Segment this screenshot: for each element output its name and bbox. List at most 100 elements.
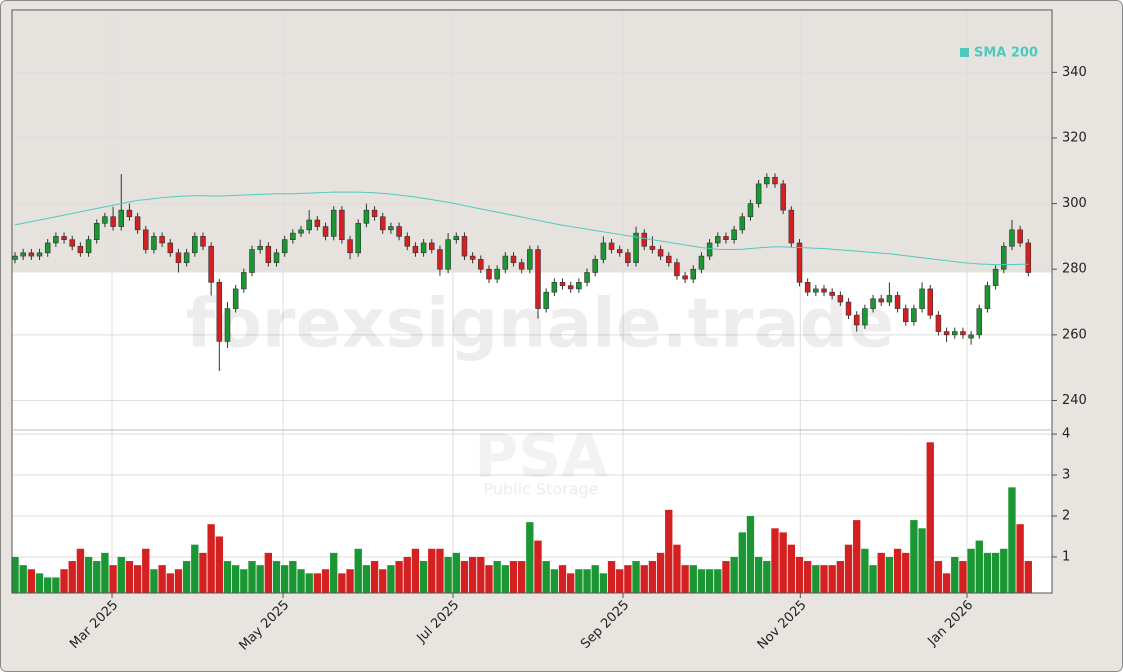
candle-body (232, 288, 239, 309)
volume-bar (68, 561, 76, 593)
volume-bar (607, 561, 616, 593)
candle-body (600, 242, 607, 260)
volume-bar (509, 561, 518, 593)
volume-bar (354, 548, 362, 593)
candle-body (330, 209, 337, 237)
candle-body (437, 249, 443, 270)
volume-bar (1000, 548, 1008, 593)
candle-body (698, 255, 705, 270)
volume-bar (705, 569, 714, 593)
candle-body (77, 245, 84, 254)
candle-body (461, 236, 468, 257)
volume-bar (76, 548, 85, 593)
candle-body (126, 209, 133, 218)
volume-bar (1016, 524, 1024, 593)
candle-body (649, 245, 656, 250)
candle-body (518, 262, 525, 270)
candle-body (821, 288, 827, 293)
candle-body (347, 239, 353, 254)
volume-bar (93, 561, 101, 593)
volume-bar (844, 544, 853, 593)
volume-bar (697, 569, 706, 593)
candle-body (992, 268, 999, 286)
volume-bar (493, 561, 501, 593)
candle-body (298, 229, 304, 234)
candle-body (976, 308, 983, 336)
volume-bar (52, 577, 60, 593)
volume-bar (362, 565, 371, 593)
candle-body (388, 226, 394, 231)
volume-bar (231, 565, 240, 593)
volume-bar (959, 561, 967, 593)
volume-bar (117, 556, 125, 593)
candle-body (845, 301, 852, 316)
volume-bar (223, 561, 232, 593)
volume-bar (289, 561, 297, 593)
candle-body (747, 203, 754, 218)
volume-bar (861, 548, 869, 593)
volume-bar (444, 556, 452, 593)
volume-bar (174, 569, 183, 593)
volume-bar (166, 573, 174, 593)
candle-body (273, 252, 280, 263)
volume-bar (836, 561, 845, 593)
candle-body (853, 314, 860, 326)
candle-body (527, 249, 533, 270)
volume-bar (942, 573, 951, 593)
legend: SMA 200 (959, 46, 1038, 61)
legend-label: SMA 200 (974, 46, 1038, 61)
candle-body (257, 245, 263, 250)
candle-body (224, 308, 231, 342)
candle-body (952, 331, 958, 336)
volume-bar (460, 561, 469, 593)
volume-bar (256, 565, 264, 593)
volume-bar (902, 552, 910, 593)
volume-bar (338, 573, 346, 593)
volume-bar (526, 522, 534, 593)
candle-body (657, 249, 664, 257)
candle-body (469, 255, 476, 260)
volume-bar (550, 569, 559, 593)
candle-body (69, 239, 75, 247)
y-tick-label: 320 (1062, 130, 1087, 145)
candle-body (363, 209, 370, 224)
candle-body (960, 331, 966, 336)
candle-body (878, 298, 884, 303)
y-tick-label: 3 (1062, 468, 1070, 483)
volume-bar (248, 561, 256, 593)
sma-line (14, 191, 1029, 266)
candle-body (739, 216, 746, 231)
candle-body (559, 282, 566, 286)
candle-body (175, 252, 182, 263)
volume-bar (746, 516, 755, 593)
candle-body (641, 232, 647, 247)
volume-bar (975, 540, 983, 593)
shading-layer (12, 10, 1052, 273)
volume-bar (264, 552, 273, 593)
candle-body (1001, 245, 1007, 270)
volume-bar (803, 561, 812, 593)
volume-bar (297, 569, 305, 593)
watermark: Public Storage (483, 480, 598, 499)
volume-bar (109, 565, 117, 593)
candle-body (755, 183, 762, 204)
volume-bar (869, 565, 877, 593)
candle-body (379, 216, 386, 231)
candle-body (93, 222, 100, 240)
candle-body (927, 288, 933, 316)
volume-bar (240, 569, 248, 593)
candle-body (584, 272, 590, 283)
candle-body (1025, 242, 1032, 273)
volume-bar (583, 569, 591, 593)
candle-body (102, 216, 108, 224)
volume-bar (517, 561, 526, 593)
y-tick-label: 300 (1062, 196, 1087, 211)
volume-bar (542, 561, 550, 593)
volume-bar (632, 561, 640, 593)
plot-border (11, 9, 1053, 594)
candle-body (902, 308, 909, 323)
candle-body (143, 229, 149, 250)
candle-body (772, 177, 778, 185)
candle-body (167, 242, 174, 254)
volume-bar (428, 548, 436, 593)
